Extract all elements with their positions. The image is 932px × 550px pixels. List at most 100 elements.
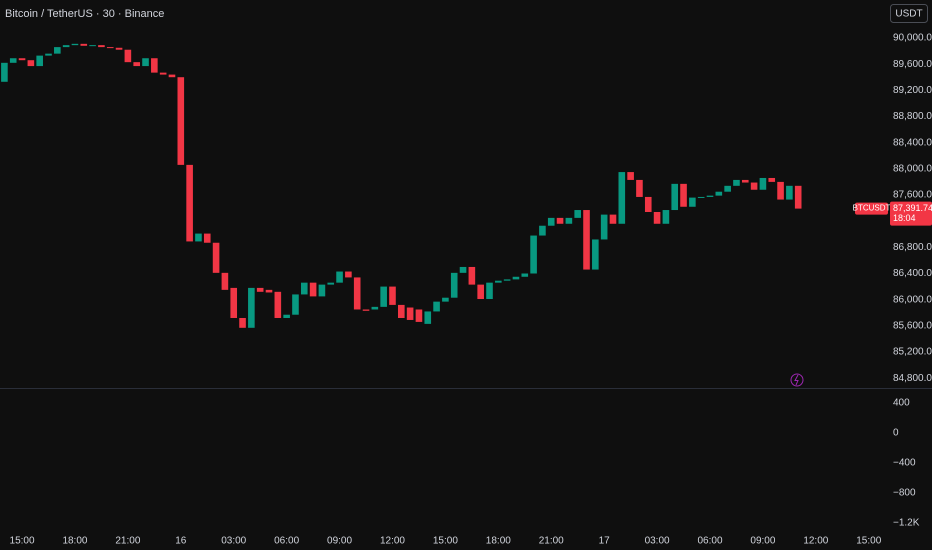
candle-body (671, 183, 679, 211)
candle-body (653, 211, 661, 224)
candle-body (556, 217, 564, 224)
candle-body (89, 45, 96, 47)
candle-body (256, 287, 264, 292)
last-price-label: 87,391.74 (893, 203, 932, 213)
candle-body (706, 195, 714, 197)
candle-body (221, 272, 229, 290)
candle-body (274, 291, 282, 318)
candle-body (786, 185, 793, 200)
candle-body (177, 77, 185, 165)
candle-body (636, 179, 643, 197)
x-tick-label: 16 (175, 536, 187, 547)
candle-body (724, 185, 731, 192)
candle-body (539, 225, 546, 236)
candle-body (547, 217, 555, 226)
candle-body (265, 289, 273, 293)
currency-button[interactable]: USDT (895, 9, 922, 20)
candle-body (336, 271, 343, 283)
candle-body (530, 235, 537, 274)
y-tick-label: 90,000.00 (893, 33, 932, 44)
candle-body (600, 214, 608, 240)
candle-body (750, 182, 758, 190)
candle-body (662, 210, 670, 224)
candle-body (9, 58, 17, 63)
chart-title: Bitcoin / TetherUS · 30 · Binance (5, 8, 164, 20)
candle-body (433, 301, 440, 312)
candle-body (71, 43, 79, 46)
candle-body (115, 47, 123, 50)
candle-body (27, 60, 35, 67)
y2-tick-label: 0 (893, 428, 899, 439)
candle-body (565, 217, 573, 224)
candle-body (80, 43, 88, 46)
x-tick-label: 03:00 (645, 536, 670, 547)
candle-body (133, 62, 140, 67)
candle-body (168, 74, 176, 78)
symbol-badge (855, 202, 888, 215)
candle-body (468, 266, 476, 285)
y-tick-label: 88,000.00 (893, 163, 932, 174)
y2-tick-label: −800 (893, 487, 916, 498)
candle-body (768, 177, 776, 182)
y-tick-label: 85,600.00 (893, 320, 932, 331)
candle-body (627, 172, 634, 180)
candle-body (106, 47, 114, 49)
candle-body (353, 277, 361, 310)
candle-body (283, 314, 290, 318)
candle-body (248, 287, 255, 328)
y-tick-label: 87,600.00 (893, 190, 932, 201)
candle-body (459, 266, 467, 273)
candle-body (380, 286, 387, 307)
candle-body (450, 272, 458, 298)
candle-body (309, 282, 317, 297)
candle-body (697, 196, 705, 198)
x-tick-label: 18:00 (62, 536, 87, 547)
x-tick-label: 03:00 (221, 536, 246, 547)
x-tick-label: 12:00 (380, 536, 405, 547)
candle-body (424, 311, 432, 324)
candle-body (741, 179, 749, 183)
candle-body (212, 242, 220, 273)
y-tick-label: 89,600.00 (893, 59, 932, 70)
x-tick-label: 09:00 (750, 536, 775, 547)
candle-body (36, 55, 43, 67)
y2-tick-label: −400 (893, 458, 916, 469)
y-tick-label: 88,800.00 (893, 111, 932, 122)
candle-body (592, 239, 599, 270)
y-tick-label: 88,400.00 (893, 137, 932, 148)
candle-body (1, 62, 8, 82)
candle-body (503, 279, 511, 281)
candle-body (142, 58, 149, 67)
y-tick-label: 86,800.00 (893, 242, 932, 253)
candle-body (362, 309, 370, 311)
y-tick-label: 89,200.00 (893, 85, 932, 96)
candle-body (327, 282, 335, 285)
x-tick-label: 15:00 (856, 536, 881, 547)
candle-body (644, 196, 652, 212)
countdown-label: 18:04 (893, 213, 916, 223)
currency-button-frame[interactable] (890, 4, 928, 23)
y2-tick-label: −1.2K (893, 517, 920, 528)
y2-tick-label: 400 (893, 398, 910, 409)
candle-body (521, 273, 529, 277)
x-tick-label: 12:00 (803, 536, 828, 547)
candle-body (618, 172, 626, 224)
x-tick-label: 09:00 (327, 536, 352, 547)
candle-body (45, 53, 52, 56)
candle-body (715, 191, 723, 196)
candle-body (203, 233, 211, 243)
candle-body (777, 181, 784, 200)
candle-body (477, 284, 484, 300)
candle-body (345, 271, 352, 278)
x-tick-label: 15:00 (433, 536, 458, 547)
y-tick-label: 84,800.00 (893, 373, 932, 384)
candle-body (406, 307, 414, 320)
candle-body (371, 306, 379, 310)
candle-body (239, 317, 246, 328)
alert-icon[interactable] (790, 373, 804, 387)
y-tick-label: 85,200.00 (893, 347, 932, 358)
candle-body (794, 185, 802, 209)
candle-body (62, 45, 70, 48)
